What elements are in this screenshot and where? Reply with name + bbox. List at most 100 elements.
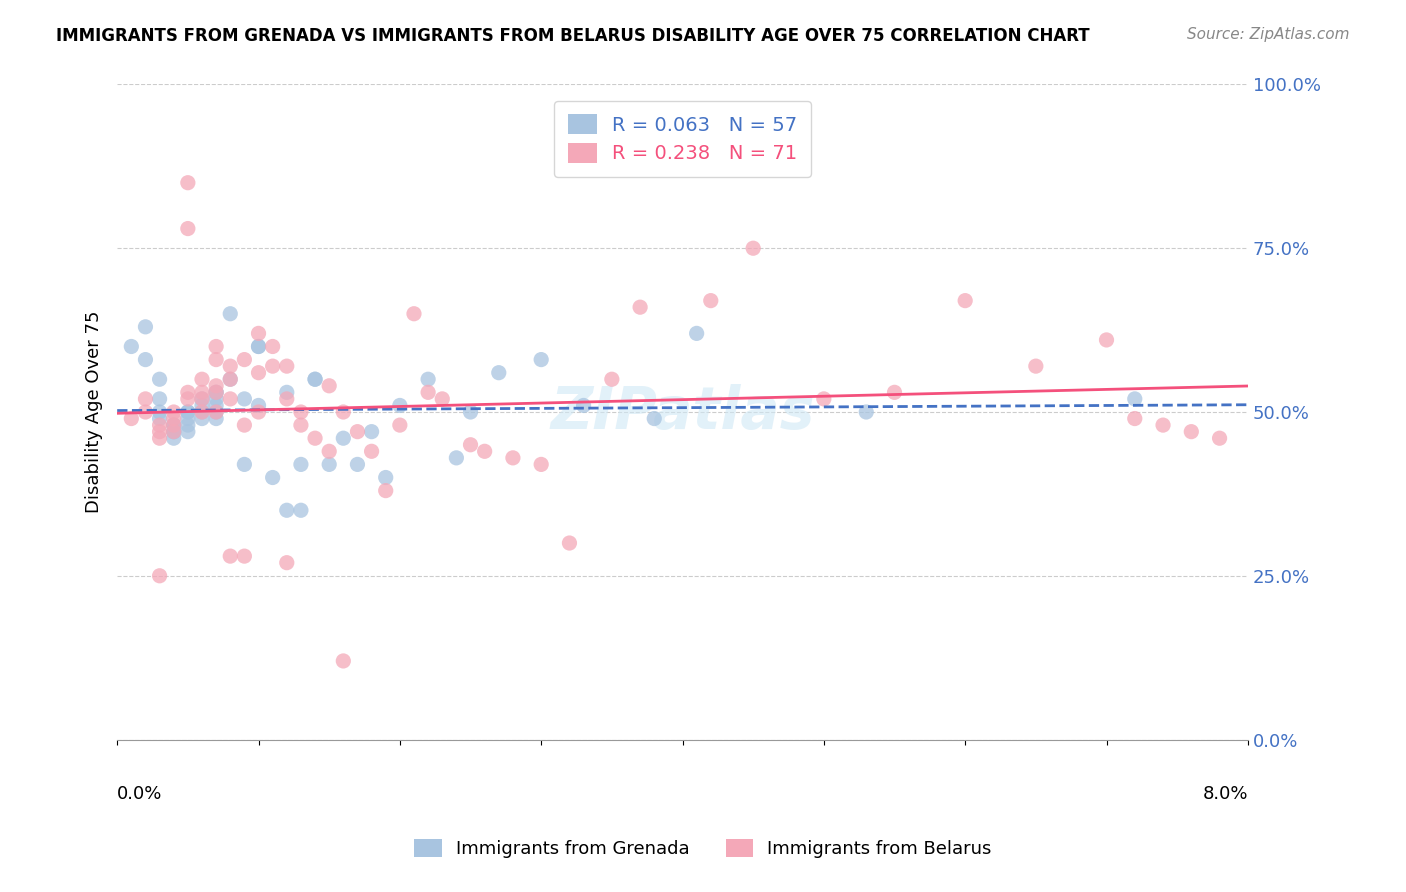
Point <box>191 405 214 419</box>
Point <box>120 339 142 353</box>
Point <box>318 458 340 472</box>
Point <box>205 385 228 400</box>
Point <box>742 241 765 255</box>
Point <box>233 549 256 563</box>
Point <box>276 556 298 570</box>
Point <box>388 399 411 413</box>
Point <box>290 418 312 433</box>
Point <box>205 339 228 353</box>
Point <box>304 372 326 386</box>
Point <box>219 359 242 373</box>
Point <box>446 450 468 465</box>
Point <box>149 372 172 386</box>
Point <box>205 405 228 419</box>
Point <box>643 411 665 425</box>
Point <box>177 411 200 425</box>
Point <box>247 339 270 353</box>
Point <box>149 568 172 582</box>
Point <box>177 425 200 439</box>
Text: IMMIGRANTS FROM GRENADA VS IMMIGRANTS FROM BELARUS DISABILITY AGE OVER 75 CORREL: IMMIGRANTS FROM GRENADA VS IMMIGRANTS FR… <box>56 27 1090 45</box>
Point <box>205 411 228 425</box>
Legend: R = 0.063   N = 57, R = 0.238   N = 71: R = 0.063 N = 57, R = 0.238 N = 71 <box>554 101 811 177</box>
Point <box>233 352 256 367</box>
Point <box>374 483 396 498</box>
Point <box>332 405 354 419</box>
Point <box>460 405 482 419</box>
Point <box>488 366 510 380</box>
Point <box>219 549 242 563</box>
Point <box>134 352 156 367</box>
Point <box>276 503 298 517</box>
Point <box>318 379 340 393</box>
Text: Source: ZipAtlas.com: Source: ZipAtlas.com <box>1187 27 1350 42</box>
Point <box>332 654 354 668</box>
Point <box>120 411 142 425</box>
Point <box>388 418 411 433</box>
Point <box>290 458 312 472</box>
Point <box>276 392 298 406</box>
Point <box>883 385 905 400</box>
Point <box>530 352 553 367</box>
Point <box>953 293 976 308</box>
Point <box>205 405 228 419</box>
Point <box>290 503 312 517</box>
Point <box>247 399 270 413</box>
Point <box>247 326 270 341</box>
Point <box>149 392 172 406</box>
Point <box>219 372 242 386</box>
Point <box>177 405 200 419</box>
Point <box>247 339 270 353</box>
Point <box>262 339 284 353</box>
Point <box>163 418 186 433</box>
Point <box>416 372 439 386</box>
Point <box>360 444 382 458</box>
Point <box>163 418 186 433</box>
Point <box>205 379 228 393</box>
Point <box>177 405 200 419</box>
Point <box>558 536 581 550</box>
Point <box>233 418 256 433</box>
Point <box>219 372 242 386</box>
Point <box>177 385 200 400</box>
Point <box>191 399 214 413</box>
Point <box>1123 411 1146 425</box>
Text: ZIPatlas: ZIPatlas <box>550 384 814 441</box>
Point <box>474 444 496 458</box>
Point <box>416 385 439 400</box>
Text: 0.0%: 0.0% <box>117 786 163 804</box>
Point <box>460 438 482 452</box>
Point <box>177 392 200 406</box>
Point <box>318 444 340 458</box>
Point <box>191 392 214 406</box>
Point <box>1025 359 1047 373</box>
Point <box>600 372 623 386</box>
Point <box>855 405 877 419</box>
Point <box>191 405 214 419</box>
Point <box>149 405 172 419</box>
Point <box>700 293 723 308</box>
Point <box>163 431 186 445</box>
Point <box>149 411 172 425</box>
Point <box>1095 333 1118 347</box>
Legend: Immigrants from Grenada, Immigrants from Belarus: Immigrants from Grenada, Immigrants from… <box>408 831 998 865</box>
Point <box>205 392 228 406</box>
Point <box>1208 431 1230 445</box>
Point <box>276 385 298 400</box>
Point <box>205 352 228 367</box>
Point <box>191 385 214 400</box>
Point <box>374 470 396 484</box>
Point <box>163 425 186 439</box>
Point <box>191 372 214 386</box>
Point <box>262 470 284 484</box>
Point <box>360 425 382 439</box>
Point <box>219 307 242 321</box>
Point <box>149 431 172 445</box>
Point <box>247 366 270 380</box>
Point <box>247 405 270 419</box>
Point <box>177 176 200 190</box>
Point <box>685 326 707 341</box>
Point <box>304 431 326 445</box>
Point <box>402 307 425 321</box>
Point <box>432 392 454 406</box>
Point <box>205 385 228 400</box>
